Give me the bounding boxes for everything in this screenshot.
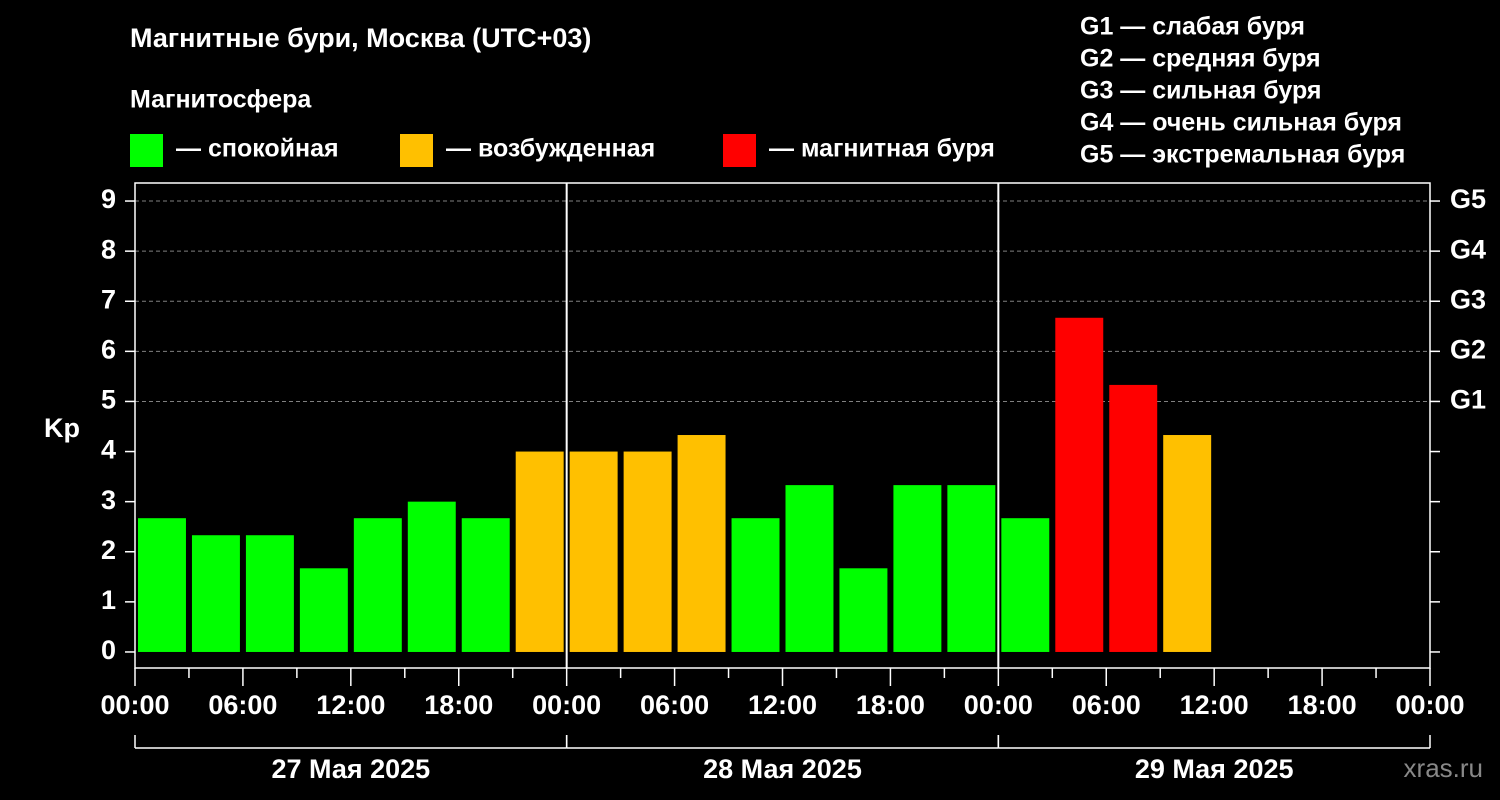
legend-swatch bbox=[400, 134, 433, 167]
bar bbox=[947, 485, 996, 652]
bar bbox=[191, 535, 240, 652]
bar bbox=[353, 518, 402, 652]
x-tick-label: 18:00 bbox=[1288, 690, 1357, 720]
x-tick-label: 12:00 bbox=[1180, 690, 1249, 720]
x-tick-label: 00:00 bbox=[1395, 690, 1464, 720]
legend-label: — возбужденная bbox=[446, 135, 655, 163]
y2-tick-label: G5 bbox=[1450, 184, 1486, 214]
storm-level: G1 — слабая буря bbox=[1080, 13, 1305, 41]
storm-level: G4 — очень сильная буря bbox=[1080, 109, 1402, 137]
x-tick-label: 00:00 bbox=[100, 690, 169, 720]
y-tick-label: 5 bbox=[101, 385, 116, 415]
bar bbox=[569, 451, 618, 652]
bar bbox=[407, 501, 456, 652]
y2-tick-label: G1 bbox=[1450, 385, 1486, 415]
bar bbox=[1001, 518, 1050, 652]
legend-label: — магнитная буря bbox=[769, 135, 995, 163]
chart-title: Магнитные бури, Москва (UTC+03) bbox=[130, 23, 591, 53]
y-tick-label: 9 bbox=[101, 184, 116, 214]
y2-tick-label: G3 bbox=[1450, 284, 1486, 314]
legend-label: — спокойная bbox=[176, 135, 339, 163]
x-tick-label: 06:00 bbox=[208, 690, 277, 720]
bar bbox=[1055, 317, 1104, 652]
y-tick-label: 3 bbox=[101, 485, 116, 515]
bar bbox=[138, 518, 186, 652]
x-tick-label: 12:00 bbox=[748, 690, 817, 720]
bar bbox=[1109, 384, 1158, 652]
y-tick-label: 2 bbox=[101, 535, 116, 565]
bar bbox=[1163, 435, 1212, 652]
bar bbox=[893, 485, 942, 652]
x-tick-label: 18:00 bbox=[856, 690, 925, 720]
x-tick-label: 12:00 bbox=[316, 690, 385, 720]
storm-level: G5 — экстремальная буря bbox=[1080, 141, 1405, 169]
bar bbox=[677, 435, 726, 652]
bar bbox=[839, 568, 888, 652]
bar bbox=[461, 518, 510, 652]
x-tick-label: 06:00 bbox=[1072, 690, 1141, 720]
bar bbox=[785, 485, 834, 652]
y-tick-label: 0 bbox=[101, 635, 116, 665]
day-label: 28 Мая 2025 bbox=[703, 754, 862, 784]
x-tick-label: 00:00 bbox=[964, 690, 1033, 720]
y-tick-label: 1 bbox=[101, 585, 116, 615]
bar bbox=[299, 568, 348, 652]
y-axis-label: Kp bbox=[44, 413, 80, 443]
y-tick-label: 8 bbox=[101, 234, 116, 264]
legend-swatch bbox=[723, 134, 756, 167]
day-label: 29 Мая 2025 bbox=[1135, 754, 1294, 784]
y-tick-label: 4 bbox=[101, 435, 116, 465]
y2-tick-label: G4 bbox=[1450, 234, 1486, 264]
y2-tick-label: G2 bbox=[1450, 334, 1486, 364]
y-tick-label: 7 bbox=[101, 284, 116, 314]
day-label: 27 Мая 2025 bbox=[271, 754, 430, 784]
x-tick-label: 06:00 bbox=[640, 690, 709, 720]
watermark: xras.ru bbox=[1404, 753, 1483, 783]
storm-level: G2 — средняя буря bbox=[1080, 45, 1321, 73]
y-tick-label: 6 bbox=[101, 334, 116, 364]
storm-level: G3 — сильная буря bbox=[1080, 77, 1322, 105]
bar bbox=[623, 451, 672, 652]
legend-swatch bbox=[130, 134, 163, 167]
x-tick-label: 18:00 bbox=[424, 690, 493, 720]
bar bbox=[731, 518, 780, 652]
bar bbox=[245, 535, 294, 652]
legend-title: Магнитосфера bbox=[130, 86, 312, 114]
bar bbox=[515, 451, 564, 652]
x-tick-label: 00:00 bbox=[532, 690, 601, 720]
